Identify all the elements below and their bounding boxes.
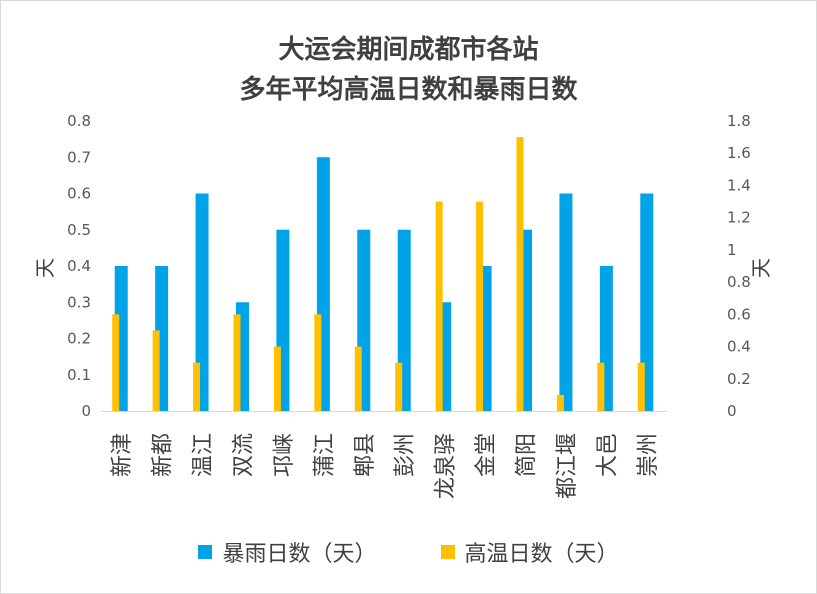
bar-heat (152, 330, 160, 411)
y-tick-left: 0.4 (67, 257, 91, 275)
chart-title: 大运会期间成都市各站 多年平均高温日数和暴雨日数 (0, 30, 817, 110)
right-axis-ticks: 0 0.2 0.4 0.6 0.8 1 1.2 1.4 1.6 1.8 (727, 112, 751, 420)
y-tick-left: 0.1 (67, 366, 91, 384)
y-tick-left: 0.2 (67, 330, 91, 348)
bar-heat (476, 201, 484, 411)
legend-swatch-heat (440, 545, 455, 559)
legend-label-rainstorm: 暴雨日数（天） (222, 542, 377, 567)
category-label: 邛崃 (272, 433, 297, 477)
bar-heat (314, 314, 322, 411)
category-label: 新都 (151, 433, 176, 477)
bar-heat (273, 346, 281, 411)
category-label: 彭州 (393, 433, 418, 477)
y-tick-right: 1.6 (727, 144, 751, 162)
bar-heat (233, 314, 241, 411)
legend: 暴雨日数（天） 高温日数（天） (0, 536, 817, 568)
chart-title-line-1: 大运会期间成都市各站 (278, 35, 539, 65)
bar-heat (112, 314, 120, 411)
category-labels: 新津 新都 温江 双流 邛崃 蒲江 郫县 彭州 龙泉驿 金堂 简阳 都江堰 大邑 崇州 (110, 433, 661, 499)
y-tick-left: 0.3 (67, 293, 91, 311)
category-label: 双流 (232, 433, 257, 477)
category-label: 龙泉驿 (434, 433, 459, 499)
y-tick-right: 1.4 (727, 176, 751, 194)
left-axis-ticks: 0 0.1 0.2 0.3 0.4 0.5 0.6 0.7 0.8 (67, 112, 91, 420)
y-tick-right: 1.2 (727, 209, 751, 227)
bar-rainstorm (195, 193, 209, 411)
y-tick-left: 0.5 (67, 221, 91, 239)
category-label: 郫县 (353, 433, 378, 477)
category-label: 新津 (110, 433, 135, 477)
y-tick-left: 0 (81, 402, 91, 420)
legend-item-heat: 高温日数（天） (440, 536, 619, 568)
bar-group (112, 137, 654, 411)
y-axis-label-left: 天 (33, 258, 57, 278)
bar-heat (193, 362, 201, 411)
legend-item-rainstorm: 暴雨日数（天） (198, 536, 377, 568)
bar-heat (516, 137, 524, 411)
chart-title-line-2: 多年平均高温日数和暴雨日数 (239, 75, 578, 105)
y-tick-left: 0.6 (67, 185, 91, 203)
bar-heat (435, 201, 443, 411)
y-tick-right: 0.2 (727, 370, 751, 388)
y-tick-right: 0.6 (727, 305, 751, 323)
category-label: 大邑 (595, 433, 620, 477)
category-label: 都江堰 (555, 433, 580, 499)
y-axis-label-right: 天 (749, 258, 773, 278)
bar-heat (395, 362, 403, 411)
legend-swatch-rainstorm (198, 545, 213, 559)
y-tick-right: 1.8 (727, 112, 751, 130)
y-tick-right: 1 (727, 241, 737, 259)
y-tick-right: 0.8 (727, 273, 751, 291)
legend-label-heat: 高温日数（天） (464, 542, 619, 567)
y-tick-left: 0.7 (67, 148, 91, 166)
bar-rainstorm (559, 193, 573, 411)
y-tick-left: 0.8 (67, 112, 91, 130)
category-label: 简阳 (515, 433, 540, 477)
bar-heat (354, 346, 362, 411)
bar-heat (597, 362, 605, 411)
category-label: 蒲江 (312, 433, 337, 477)
category-label: 崇州 (636, 433, 661, 477)
bar-heat (556, 394, 564, 411)
bar-heat (637, 362, 645, 411)
bar-rainstorm (640, 193, 654, 411)
category-label: 温江 (191, 433, 216, 477)
y-tick-right: 0.4 (727, 338, 751, 356)
category-label: 金堂 (474, 433, 499, 477)
y-tick-right: 0 (727, 402, 737, 420)
